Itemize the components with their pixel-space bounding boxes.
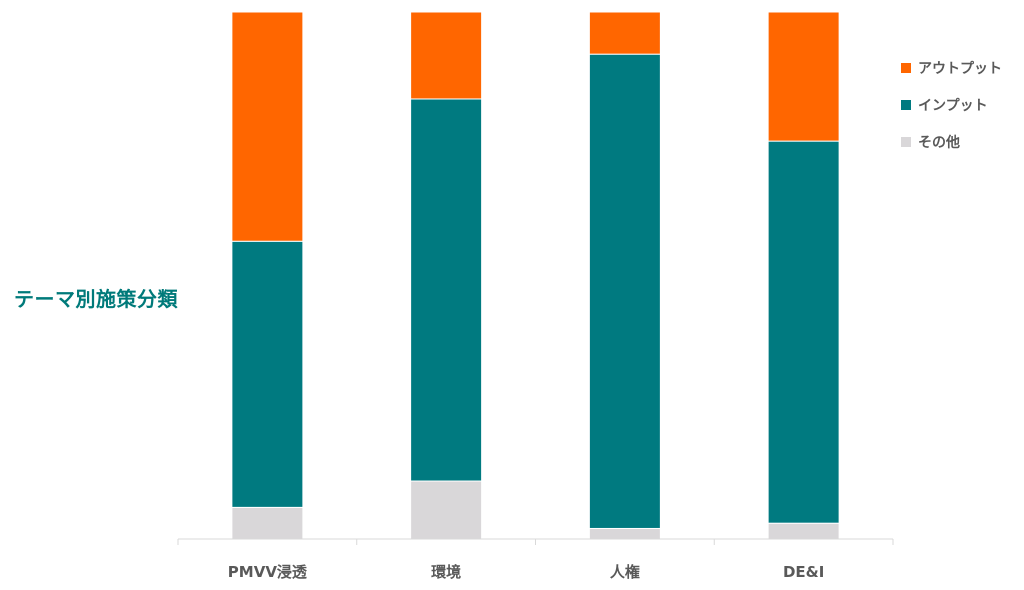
x-tick-label: 人権 [610, 563, 640, 581]
bar-segment-cat0-series2 [231, 11, 304, 242]
x-tick-label: 環境 [431, 563, 461, 581]
bar-segment-cat1-series0 [410, 480, 483, 540]
bar-segment-cat3-series2 [767, 11, 840, 142]
chart-title: テーマ別施策分類 [14, 287, 178, 311]
legend-swatch-series2 [901, 63, 911, 73]
bar-segment-cat0-series1 [231, 240, 304, 508]
bar-segment-cat2-series0 [588, 527, 661, 540]
legend-label-series2: アウトプット [918, 61, 1002, 77]
legend-swatch-series1 [901, 100, 911, 110]
bars-group [231, 11, 840, 540]
legend-label-series1: インプット [918, 98, 988, 114]
x-tick-label: PMVV浸透 [228, 563, 308, 581]
bar-segment-cat3-series1 [767, 140, 840, 524]
bar-segment-cat1-series2 [410, 11, 483, 100]
x-tick-label: DE&I [783, 563, 824, 581]
bar-segment-cat2-series1 [588, 53, 661, 529]
x-axis: PMVV浸透 環境 人権 DE&I [177, 538, 894, 581]
legend-label-series0: その他 [918, 134, 960, 151]
bar-segment-cat1-series1 [410, 98, 483, 482]
legend-swatch-series0 [901, 137, 911, 147]
bar-segment-cat3-series0 [767, 522, 840, 540]
bar-segment-cat0-series0 [231, 506, 304, 540]
bar-segment-cat2-series2 [588, 11, 661, 55]
